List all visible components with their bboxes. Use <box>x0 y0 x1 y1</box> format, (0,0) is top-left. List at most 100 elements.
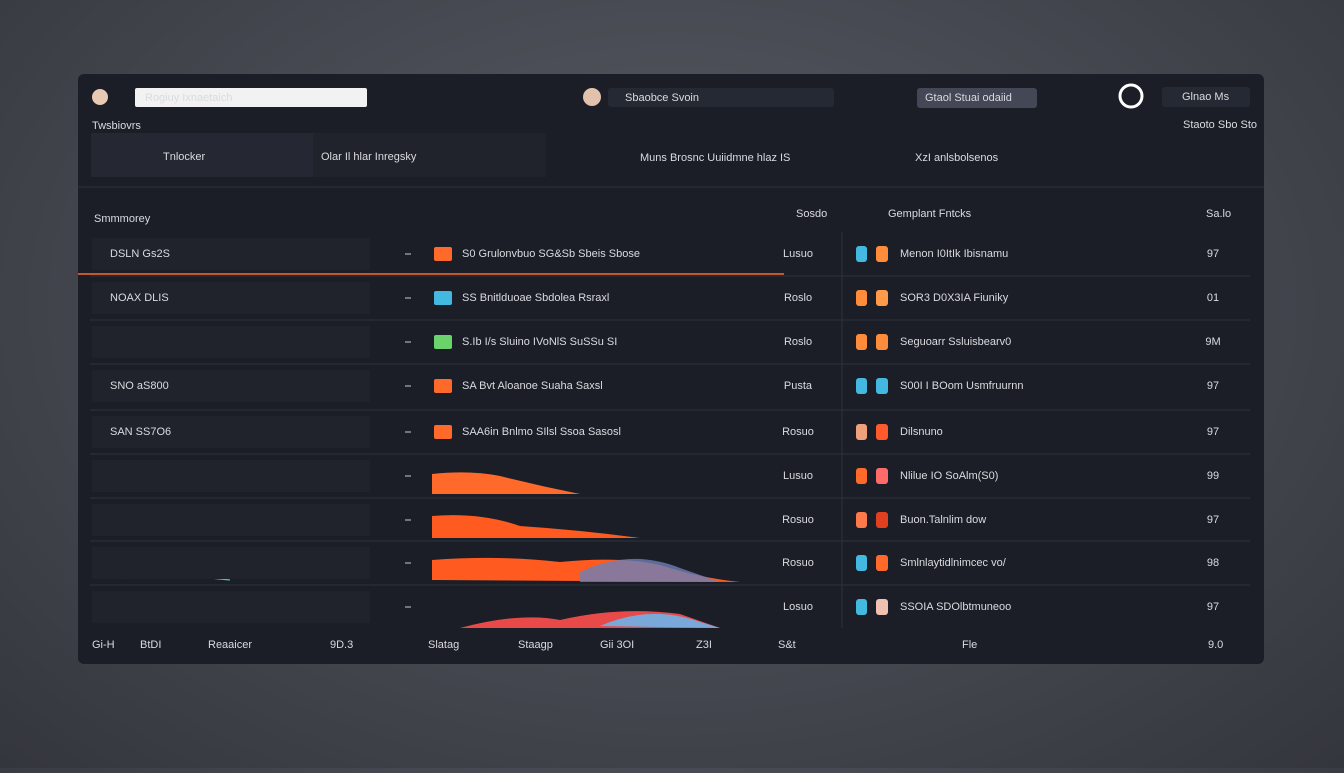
row-value: Roslo <box>784 336 812 348</box>
icon <box>856 555 867 571</box>
icon <box>856 424 867 440</box>
footer-label: Staagp <box>518 639 553 651</box>
footer-label: Fle <box>962 639 977 651</box>
icon <box>876 290 888 306</box>
row-value: Rosuo <box>782 426 814 438</box>
center-search[interactable] <box>608 88 834 107</box>
icon <box>876 468 888 484</box>
row-thumb <box>92 326 370 358</box>
row-number: 97 <box>1207 248 1219 260</box>
row-text: Smlnlaytidlnimcec vo/ <box>900 557 1007 569</box>
row-number: 99 <box>1207 470 1219 482</box>
account-name: Glnao Ms <box>1182 91 1230 103</box>
brand: Tnlocker <box>163 151 206 163</box>
row-text: SS Bnitlduoae Sbdolea Rsraxl <box>462 292 609 304</box>
icon <box>856 512 867 528</box>
area-shape <box>580 558 720 582</box>
row-thumb <box>92 370 370 402</box>
footer-label: Slatag <box>428 639 459 651</box>
icon <box>856 334 867 350</box>
row-text: SOR3 D0X3IA Fiuniky <box>900 292 1009 304</box>
icon <box>876 512 888 528</box>
row-icon <box>434 247 452 261</box>
row-value: Losuo <box>783 601 813 613</box>
row-text: SAA6in Bnlmo SIlsl Ssoa Sasosl <box>462 426 621 438</box>
footer-label: BtDI <box>140 639 161 651</box>
avatar <box>92 89 108 105</box>
icon <box>876 555 888 571</box>
row-text: S0 Grulonvbuo SG&Sb Sbeis Sbose <box>462 248 640 260</box>
row-value: Lusuo <box>783 248 813 260</box>
footer-label: Reaaicer <box>208 639 252 651</box>
row-thumb <box>92 282 370 314</box>
row-icon <box>434 379 452 393</box>
row-thumb <box>92 460 370 492</box>
icon <box>876 334 888 350</box>
row-label: NOAX DLIS <box>110 292 169 304</box>
footer-label: Gi-H <box>92 639 115 651</box>
small-label: Twsbiovrs <box>92 120 141 132</box>
search-text: Rogiuy Ixnaetaich <box>145 92 232 104</box>
row-thumb <box>92 416 370 448</box>
row-text: Dilsnuno <box>900 426 943 438</box>
row-text: Menon I0ItIk Ibisnamu <box>900 248 1008 260</box>
column-header: Sosdo <box>796 208 827 220</box>
avatar <box>583 88 601 106</box>
row-text: SSOIA SDOlbtmuneoo <box>900 601 1011 613</box>
button[interactable] <box>917 88 1037 108</box>
search-box[interactable] <box>135 88 367 107</box>
section-title: Smmmorey <box>94 213 151 225</box>
search-icon[interactable] <box>1118 83 1144 109</box>
row-thumb <box>92 504 370 536</box>
footer-label: 9.0 <box>1208 639 1223 651</box>
icon <box>856 599 867 615</box>
row-number: 97 <box>1207 380 1219 392</box>
icon <box>856 246 867 262</box>
column-header: Sa.lo <box>1206 208 1231 220</box>
row-label: SNO aS800 <box>110 380 169 392</box>
column-header: Gemplant Fntcks <box>888 208 972 220</box>
row-value: Roslo <box>784 292 812 304</box>
icon <box>876 378 888 394</box>
row-text: S.Ib I/s Sluino IVoNlS SuSSu SI <box>462 336 617 348</box>
row-value: Pusta <box>784 380 813 392</box>
row-text: Nlilue IO SoAlm(S0) <box>900 470 998 482</box>
row-value: Lusuo <box>783 470 813 482</box>
footer-label: Z3I <box>696 639 712 651</box>
row-number: 01 <box>1207 292 1219 304</box>
row-text: SA Bvt Aloanoe Suaha Saxsl <box>462 380 603 392</box>
row-icon <box>434 291 452 305</box>
account-box[interactable] <box>1162 87 1250 107</box>
alerts: XzI anlsbolsenos <box>915 152 999 164</box>
icon <box>876 599 888 615</box>
row-thumb <box>92 591 370 623</box>
row-number: 9M <box>1205 336 1220 348</box>
row-number: 98 <box>1207 557 1219 569</box>
area-shape <box>600 613 720 628</box>
row-number: 97 <box>1207 601 1219 613</box>
footer-label: Gii 3OI <box>600 639 634 651</box>
status: Muns Brosnc Uuiidmne hlaz IS <box>640 152 790 164</box>
row-text: Buon.Talnlim dow <box>900 514 986 526</box>
icon <box>856 468 867 484</box>
row-number: 97 <box>1207 514 1219 526</box>
icon <box>856 290 867 306</box>
row-icon <box>434 335 452 349</box>
small-label: Staoto Sbo Sto <box>1183 119 1257 131</box>
brand-tab[interactable] <box>91 133 313 177</box>
area-shape <box>432 472 580 494</box>
row-label: DSLN Gs2S <box>110 248 170 260</box>
row-value: Rosuo <box>782 557 814 569</box>
row-text: S00I I BOom Usmfruurnn <box>900 380 1024 392</box>
icon <box>856 378 867 394</box>
row-thumb <box>92 238 370 270</box>
icon <box>876 246 888 262</box>
panel <box>78 74 1264 664</box>
row-number: 97 <box>1207 426 1219 438</box>
button-label: Gtaol Stuai odaiid <box>925 92 1012 104</box>
tab[interactable] <box>313 133 546 177</box>
row-thumb <box>92 547 370 579</box>
row-text: Seguoarr Ssluisbearv0 <box>900 336 1011 348</box>
